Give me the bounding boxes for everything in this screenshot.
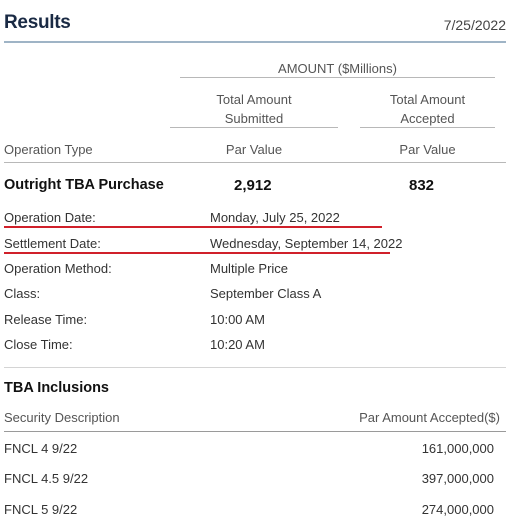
header-divider	[4, 41, 506, 43]
settlement-date-label: Settlement Date:	[4, 236, 101, 251]
table-row-amount: 397,000,000	[421, 471, 494, 486]
total-submitted-value: 2,912	[234, 177, 272, 194]
close-time-value: 10:20 AM	[210, 337, 265, 352]
results-title: Results	[4, 12, 71, 33]
col-accepted-line1: Total Amount	[389, 92, 466, 107]
tba-inclusions-title: TBA Inclusions	[4, 380, 109, 396]
operation-date-value: Monday, July 25, 2022	[210, 210, 340, 225]
settlement-date-value: Wednesday, September 14, 2022	[210, 236, 403, 251]
col-submitted-line1: Total Amount	[216, 92, 292, 107]
col-accepted-rule	[360, 127, 495, 128]
release-time-label: Release Time:	[4, 312, 88, 327]
details-rule	[4, 367, 506, 368]
par-amount-accepted-header: Par Amount Accepted($)	[359, 410, 500, 425]
operation-method-value: Multiple Price	[210, 261, 289, 276]
col-submitted-line2: Submitted	[224, 111, 284, 126]
class-value: September Class A	[210, 286, 322, 301]
subheader-rule	[4, 162, 506, 163]
settlement-date-highlight	[4, 252, 390, 254]
total-accepted-value: 832	[409, 177, 435, 194]
results-date: 7/25/2022	[443, 17, 506, 33]
class-label: Class:	[4, 286, 41, 301]
security-description-header: Security Description	[4, 410, 120, 425]
operation-date-highlight	[4, 226, 382, 228]
amount-group-rule	[180, 77, 495, 78]
table-row-security: FNCL 5 9/22	[4, 502, 78, 517]
operation-method-label: Operation Method:	[4, 261, 112, 276]
col-submitted-rule	[170, 127, 338, 128]
close-time-label: Close Time:	[4, 337, 73, 352]
par-value-accepted-header: Par Value	[399, 142, 456, 157]
table-row-amount: 161,000,000	[421, 441, 494, 456]
operation-date-label: Operation Date:	[4, 210, 96, 225]
amount-group-label: AMOUNT ($Millions)	[278, 61, 397, 76]
par-value-submitted-header: Par Value	[225, 142, 283, 157]
col-accepted-line2: Accepted	[400, 111, 455, 126]
table-row-amount: 274,000,000	[421, 502, 494, 517]
operation-type: Outright TBA Purchase	[4, 177, 164, 193]
inclusions-header-rule	[4, 431, 506, 432]
operation-type-header: Operation Type	[4, 142, 93, 157]
release-time-value: 10:00 AM	[210, 312, 265, 327]
table-row-security: FNCL 4.5 9/22	[4, 471, 89, 486]
table-row-security: FNCL 4 9/22	[4, 441, 78, 456]
